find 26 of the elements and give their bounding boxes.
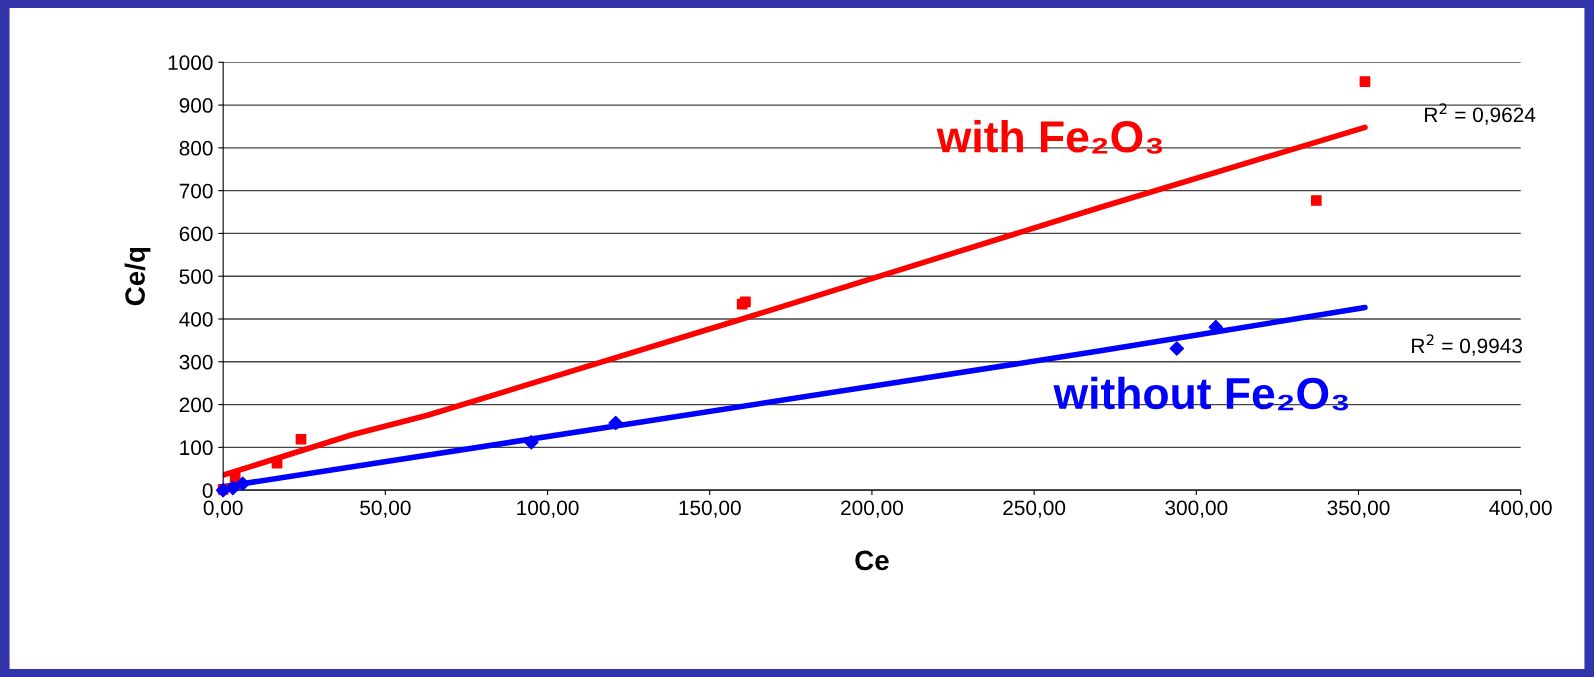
y-tick-label: 0	[202, 483, 213, 498]
x-tick-label: 0,00	[203, 500, 243, 518]
y-tick-label: 400	[179, 312, 213, 327]
y-tick-label: 800	[179, 140, 213, 156]
y-tick-label: 1000	[168, 55, 213, 71]
y-tick-label: 500	[179, 269, 213, 284]
x-axis-title: Ce	[855, 550, 889, 571]
x-tick-label: 250,00	[1003, 500, 1066, 518]
annotation: R$^{2}$ = 0,9943	[1412, 334, 1523, 356]
y-tick-label: 900	[179, 98, 213, 113]
y-tick-label: 600	[179, 226, 213, 242]
y-axis-title: Ce/q	[124, 247, 151, 306]
x-tick-label: 100,00	[517, 500, 579, 518]
text: with Fe₂O₃	[936, 119, 1163, 154]
x-tick-label: 50,00	[360, 500, 411, 518]
x-tick-label: 150,00	[679, 500, 741, 518]
annotation: R$^{2}$ = 0,9624	[1425, 103, 1536, 125]
x-tick-label: 200,00	[841, 500, 903, 518]
x-tick-label: 300,00	[1165, 500, 1228, 518]
y-tick-label: 100	[180, 440, 213, 456]
y-tick-label: 300	[179, 354, 213, 370]
x-tick-label: 350,00	[1327, 500, 1390, 518]
y-tick-label: 700	[179, 183, 213, 199]
x-tick-label: 400,00	[1489, 500, 1552, 518]
y-tick-label: 200	[179, 397, 213, 413]
series-label: without Fe₂O₃	[1053, 376, 1348, 411]
